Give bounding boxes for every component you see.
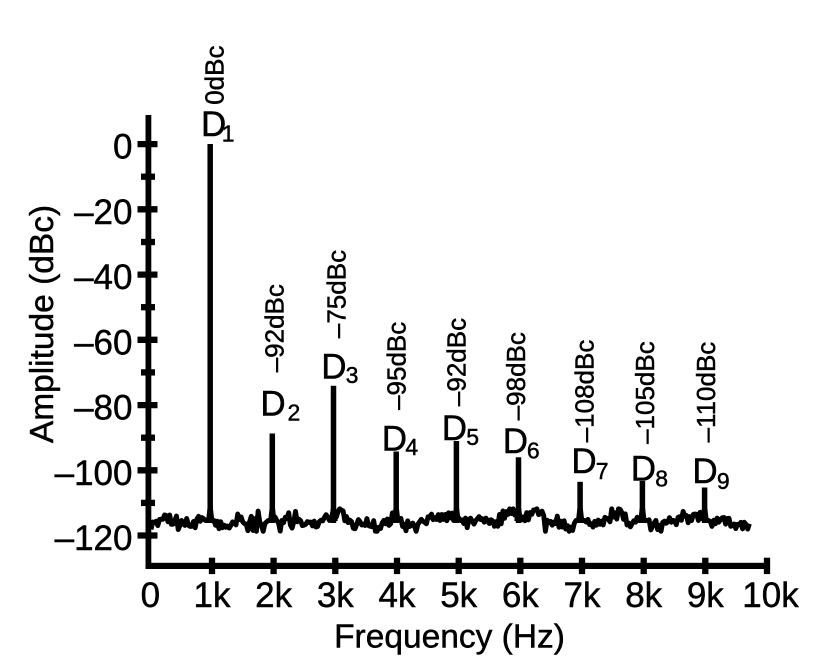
svg-text:0: 0	[141, 576, 160, 615]
svg-text:2: 2	[288, 399, 301, 425]
svg-text:Frequency (Hz): Frequency (Hz)	[334, 618, 565, 655]
svg-text:D: D	[692, 452, 717, 491]
svg-text:D: D	[260, 384, 285, 423]
svg-text:D: D	[571, 442, 596, 481]
svg-text:9: 9	[717, 468, 730, 494]
svg-text:8k: 8k	[625, 576, 662, 615]
svg-text:–100: –100	[55, 454, 133, 493]
svg-text:D: D	[503, 422, 528, 461]
svg-text:7: 7	[596, 458, 609, 484]
svg-text:–92dBc: –92dBc	[442, 318, 472, 406]
svg-text:–80: –80	[74, 389, 132, 428]
svg-text:0: 0	[113, 128, 132, 167]
svg-text:D: D	[631, 450, 656, 489]
svg-text:4k: 4k	[379, 576, 416, 615]
svg-text:–108dBc: –108dBc	[570, 340, 600, 443]
svg-text:3: 3	[346, 362, 359, 388]
svg-text:–40: –40	[74, 258, 132, 297]
svg-text:5: 5	[466, 424, 479, 450]
svg-text:–95dBc: –95dBc	[382, 322, 412, 410]
svg-text:10k: 10k	[742, 576, 799, 615]
svg-text:–98dBc: –98dBc	[501, 332, 531, 420]
svg-text:1: 1	[222, 121, 235, 147]
svg-text:–105dBc: –105dBc	[630, 341, 660, 444]
svg-text:8: 8	[655, 465, 668, 491]
svg-text:1k: 1k	[194, 576, 231, 615]
svg-text:Amplitude (dBc): Amplitude (dBc)	[24, 205, 61, 443]
svg-text:–110dBc: –110dBc	[691, 342, 721, 443]
svg-text:D: D	[321, 348, 346, 387]
svg-text:–60: –60	[74, 323, 132, 362]
svg-text:3k: 3k	[317, 576, 354, 615]
svg-text:D: D	[201, 105, 226, 144]
svg-text:D: D	[382, 420, 407, 459]
svg-text:7k: 7k	[564, 576, 601, 615]
svg-text:6k: 6k	[502, 576, 539, 615]
svg-text:–92dBc: –92dBc	[260, 284, 290, 372]
svg-text:6: 6	[527, 437, 540, 463]
svg-text:D: D	[442, 409, 467, 448]
svg-text:5k: 5k	[440, 576, 477, 615]
svg-text:9k: 9k	[687, 576, 724, 615]
svg-text:2k: 2k	[255, 576, 292, 615]
svg-text:–120: –120	[55, 519, 133, 558]
svg-text:4: 4	[405, 434, 418, 460]
svg-text:–75dBc: –75dBc	[322, 250, 352, 338]
svg-text:0dBc: 0dBc	[200, 46, 230, 105]
svg-text:–20: –20	[74, 193, 132, 232]
